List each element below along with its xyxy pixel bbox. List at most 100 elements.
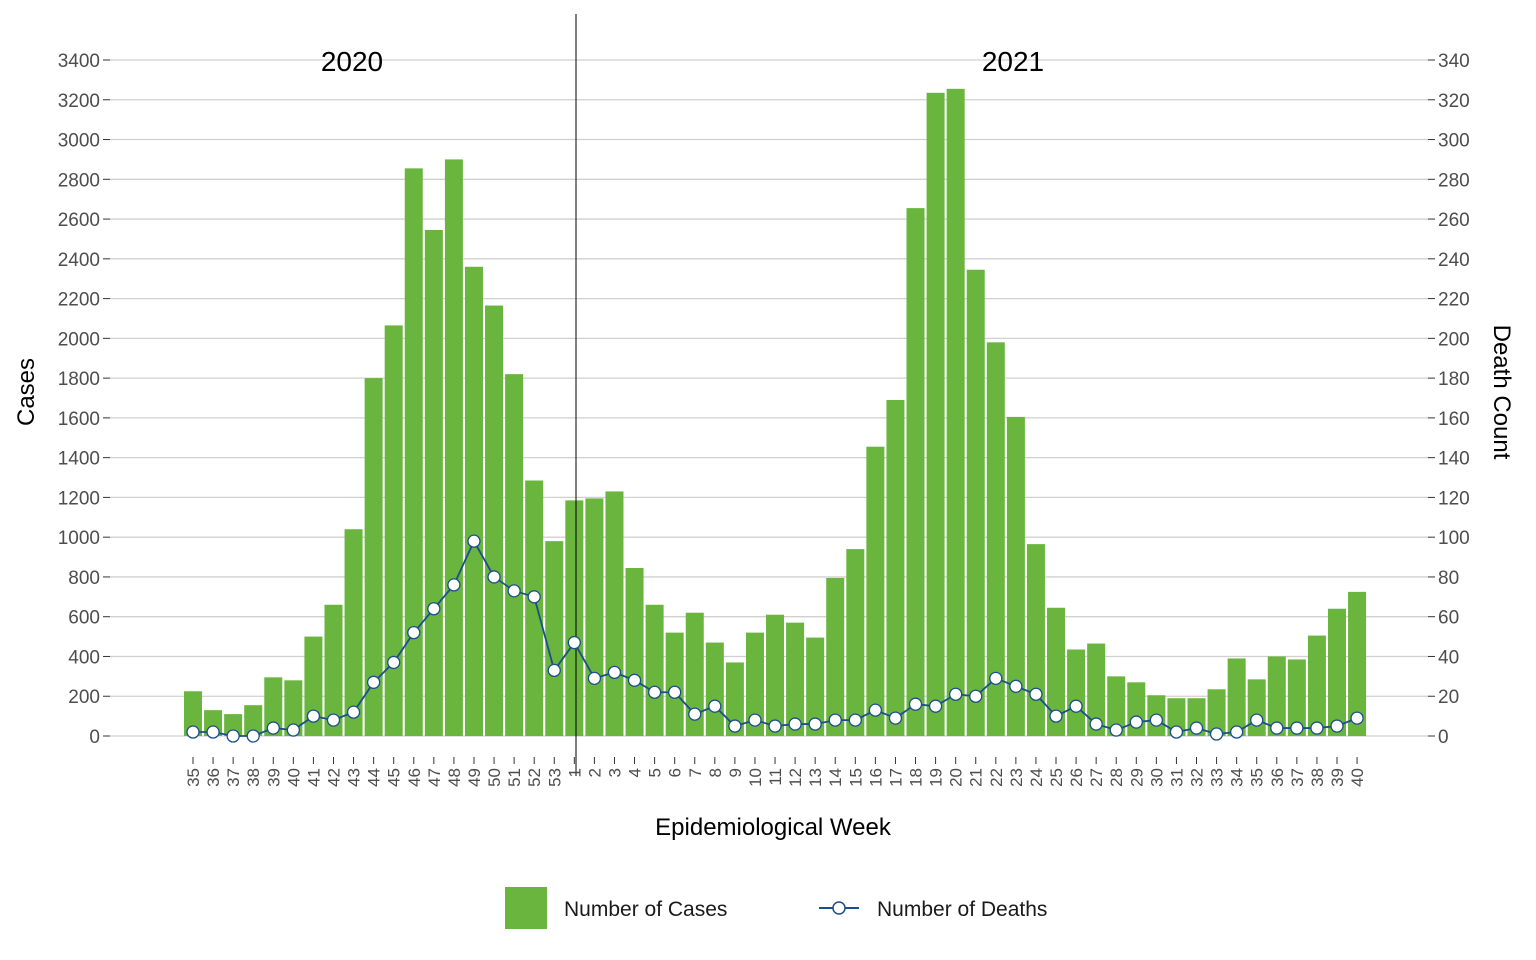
deaths-point	[226, 729, 240, 743]
cases-bar	[244, 705, 263, 736]
x-tick-label: 23	[1007, 768, 1026, 787]
deaths-point	[206, 725, 220, 739]
x-tick-label: 36	[204, 768, 223, 787]
y-tick-label: 2400	[58, 250, 100, 271]
year-label-2021: 2021	[982, 46, 1044, 77]
deaths-point	[989, 671, 1003, 685]
deaths-point	[1089, 717, 1103, 731]
y-tick-label: 2000	[58, 329, 100, 350]
y2-tick-label: 0	[1438, 727, 1449, 748]
x-tick-label: 8	[706, 768, 725, 777]
y-tick-label: 2600	[58, 210, 100, 231]
x-tick-label: 25	[1047, 768, 1066, 787]
cases-bar	[685, 612, 704, 736]
deaths-point	[1270, 721, 1284, 735]
x-tick-label: 38	[244, 768, 263, 787]
deaths-point	[768, 719, 782, 733]
deaths-point	[1189, 721, 1204, 735]
deaths-point	[607, 665, 622, 680]
deaths-point	[407, 625, 421, 640]
cases-bar	[444, 159, 463, 737]
x-tick-label: 33	[1208, 768, 1227, 787]
y2-tick-label: 300	[1438, 131, 1470, 152]
cases-bar	[665, 632, 684, 736]
x-tick-label: 16	[866, 768, 885, 787]
legend-deaths-marker	[832, 901, 846, 915]
cases-bar	[424, 229, 443, 736]
y-tick-label: 1400	[58, 449, 100, 470]
x-tick-label: 32	[1188, 768, 1207, 787]
cases-bar	[605, 491, 624, 736]
x-tick-label: 20	[947, 768, 966, 787]
deaths-point	[567, 635, 581, 650]
y2-tick-label: 280	[1438, 170, 1470, 191]
cases-bar	[786, 622, 805, 736]
right-axis-ticks: 0 20 40 60 80 100 120 140 160 180 200 220 240 260 280 3…	[1428, 51, 1470, 748]
cases-bar	[1227, 658, 1246, 736]
cases-bar	[485, 305, 504, 736]
y-tick-label: 3400	[58, 51, 100, 72]
y2-tick-label: 160	[1438, 409, 1470, 430]
deaths-point	[266, 721, 280, 735]
cases-bar	[324, 604, 343, 736]
cases-bar	[705, 642, 724, 736]
deaths-point	[1229, 725, 1244, 739]
cases-bar	[505, 374, 524, 736]
deaths-point	[728, 719, 742, 733]
deaths-point	[868, 703, 883, 717]
deaths-point	[1310, 721, 1324, 735]
x-tick-label: 49	[465, 768, 484, 787]
deaths-point	[527, 590, 541, 604]
x-tick-label: 17	[886, 768, 905, 787]
x-tick-label: 9	[726, 768, 745, 777]
x-tick-label: 39	[264, 768, 283, 787]
gridlines	[110, 59, 1428, 737]
x-tick-label: 40	[1348, 768, 1367, 787]
cases-bar	[1026, 544, 1045, 736]
y2-tick-label: 120	[1438, 488, 1470, 509]
y-tick-label: 800	[68, 568, 100, 589]
deaths-point	[647, 685, 662, 699]
cases-bar	[404, 168, 423, 736]
x-tick-label: 40	[284, 768, 303, 787]
deaths-point	[688, 707, 702, 721]
deaths-point	[1129, 715, 1143, 729]
left-axis-ticks: 0 200 400 600 800 1000 1200 1400 1600 1800 2000 220…	[58, 51, 110, 748]
y2-tick-label: 240	[1438, 250, 1470, 271]
x-tick-label: 11	[766, 768, 785, 786]
cases-bar	[464, 266, 483, 736]
x-tick-label: 13	[806, 768, 825, 787]
x-tick-label: 34	[1228, 768, 1247, 787]
y2-tick-label: 220	[1438, 290, 1470, 311]
deaths-point	[326, 713, 341, 727]
x-tick-label: 37	[1288, 768, 1307, 787]
cases-bar	[986, 342, 1005, 736]
cases-bar	[1006, 416, 1025, 736]
x-tick-label: 19	[927, 768, 946, 787]
y2-tick-label: 340	[1438, 51, 1470, 72]
cases-bar	[525, 480, 544, 736]
y-tick-label: 2800	[58, 170, 100, 191]
x-tick-label: 14	[826, 768, 845, 787]
y2-tick-label: 200	[1438, 329, 1470, 350]
x-tick-label: 12	[786, 768, 805, 787]
deaths-point	[848, 713, 862, 727]
y2-tick-label: 20	[1438, 687, 1459, 708]
x-tick-label: 26	[1067, 768, 1086, 787]
y2-tick-label: 100	[1438, 528, 1470, 549]
x-tick-label: 10	[746, 768, 765, 787]
cases-bars	[184, 88, 1367, 737]
cases-bar	[224, 714, 243, 736]
cases-bar	[184, 691, 202, 736]
deaths-point	[1250, 713, 1264, 727]
x-tick-label: 46	[405, 768, 424, 787]
x-tick-label: 22	[987, 768, 1006, 787]
y-tick-label: 400	[68, 647, 100, 668]
deaths-point	[547, 663, 561, 678]
deaths-point	[748, 713, 762, 727]
cases-bar	[1307, 635, 1326, 736]
x-tick-label: 35	[184, 768, 203, 787]
deaths-point	[1169, 725, 1184, 739]
deaths-point	[908, 697, 923, 711]
cases-bar	[745, 632, 764, 736]
